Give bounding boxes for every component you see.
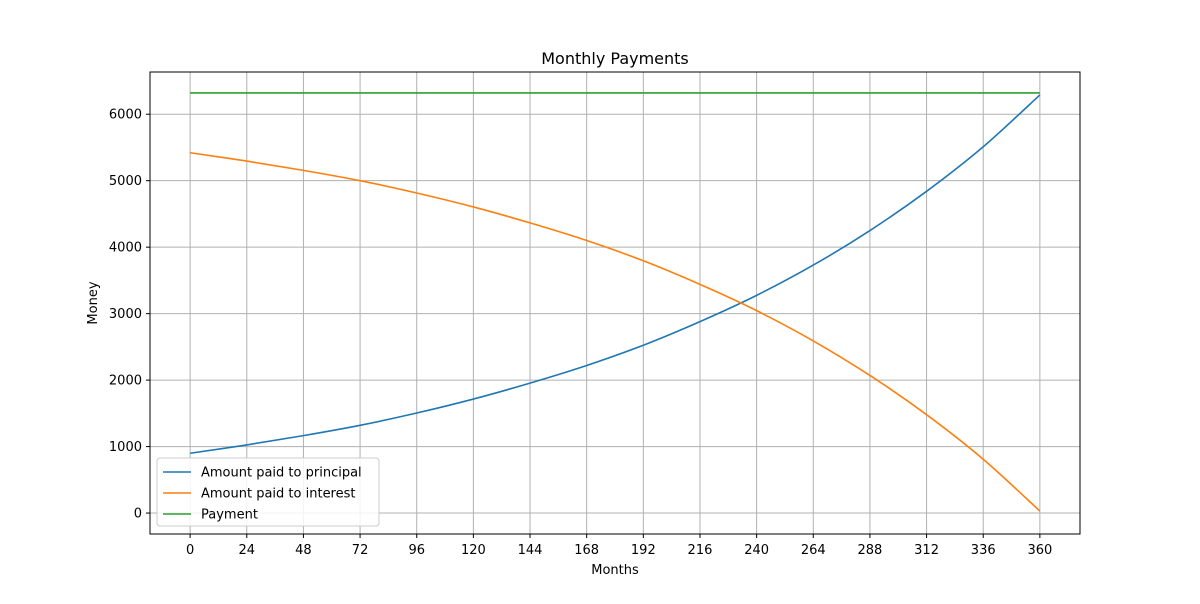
plot-frame bbox=[149, 71, 1081, 535]
x-tick-label: 336 bbox=[971, 543, 996, 558]
x-tick-label: 240 bbox=[744, 543, 769, 558]
x-tick-label: 264 bbox=[801, 543, 826, 558]
legend-box bbox=[156, 457, 380, 527]
grid-lines bbox=[150, 72, 1080, 534]
x-tick-label: 144 bbox=[518, 543, 543, 558]
axis-ticks: 0 24 48 72 96 120 144 168 192 216 240 264 288 312 336 3… bbox=[109, 108, 1052, 558]
x-tick-label: 96 bbox=[408, 543, 425, 558]
x-tick-label: 192 bbox=[631, 543, 656, 558]
legend-label-payment: Payment bbox=[201, 508, 258, 523]
x-tick-label: 120 bbox=[461, 543, 486, 558]
y-axis-label: Money bbox=[86, 281, 101, 324]
y-tick-label: 1000 bbox=[109, 440, 142, 455]
chart-title: Monthly Payments bbox=[541, 49, 689, 68]
legend-label-amount-paid-to-interest: Amount paid to interest bbox=[201, 487, 356, 502]
legend: Amount paid to principal Amount paid to i… bbox=[156, 457, 380, 527]
y-tick-label: 6000 bbox=[109, 108, 142, 123]
y-tick-label: 2000 bbox=[109, 374, 142, 389]
legend-label-amount-paid-to-principal: Amount paid to principal bbox=[201, 466, 362, 481]
x-tick-label: 48 bbox=[295, 543, 312, 558]
series-line-amount-paid-to-interest bbox=[190, 151, 1041, 512]
y-tick-label: 4000 bbox=[109, 241, 142, 256]
x-tick-label: 312 bbox=[914, 543, 939, 558]
x-tick-label: 360 bbox=[1027, 543, 1052, 558]
y-tick-label: 0 bbox=[134, 507, 142, 522]
x-tick-label: 216 bbox=[688, 543, 713, 558]
x-tick-label: 24 bbox=[239, 543, 256, 558]
series-line-amount-paid-to-principal bbox=[190, 94, 1041, 455]
x-tick-label: 288 bbox=[858, 543, 883, 558]
x-tick-label: 72 bbox=[352, 543, 369, 558]
x-axis-label: Months bbox=[591, 563, 639, 578]
x-tick-label: 0 bbox=[186, 543, 194, 558]
y-tick-label: 3000 bbox=[109, 307, 142, 322]
series-lines bbox=[190, 92, 1041, 512]
x-tick-label: 168 bbox=[574, 543, 599, 558]
y-tick-label: 5000 bbox=[109, 174, 142, 189]
